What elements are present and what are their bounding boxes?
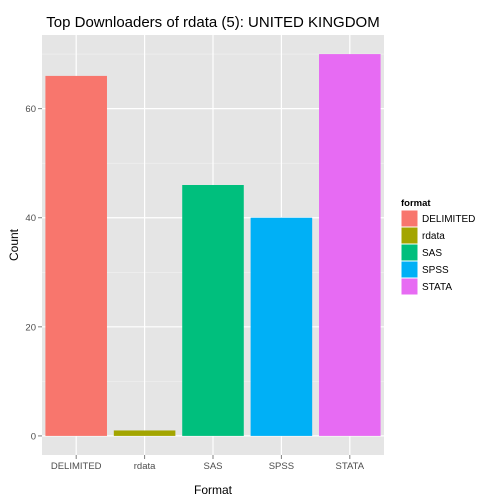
y-axis-title: Count xyxy=(7,228,21,261)
legend-key-sas xyxy=(400,243,419,262)
bars xyxy=(45,54,381,436)
legend-key-rdata xyxy=(400,226,419,245)
legend-label-delimited: DELIMITED xyxy=(422,214,475,225)
bar-spss xyxy=(250,217,313,436)
bar-rdata xyxy=(113,430,176,436)
legend-label-rdata: rdata xyxy=(422,231,445,242)
legend: format DELIMITED rdata SAS SPSS STATA xyxy=(400,198,475,296)
x-tick-label: rdata xyxy=(134,461,156,472)
x-tick-label: DELIMITED xyxy=(51,461,102,472)
y-tick-label: 20 xyxy=(25,322,36,333)
legend-label-stata: STATA xyxy=(422,282,452,293)
bar-delimited xyxy=(45,75,107,436)
legend-label-spss: SPSS xyxy=(422,265,449,276)
legend-key-delimited xyxy=(400,209,419,228)
axis-ticks: 0 20 40 60 DELIMITED rdata SAS SPSS STATA xyxy=(25,104,364,472)
x-axis-title: Format xyxy=(194,483,233,497)
y-tick-label: 0 xyxy=(31,431,36,442)
bar-stata xyxy=(319,54,381,436)
x-tick-label: SAS xyxy=(203,461,222,472)
y-tick-label: 40 xyxy=(25,213,36,224)
legend-key-stata xyxy=(400,277,419,296)
bar-sas xyxy=(182,185,244,436)
legend-key-spss xyxy=(400,260,419,279)
legend-title: format xyxy=(401,198,431,209)
y-tick-label: 60 xyxy=(25,104,36,115)
x-tick-label: SPSS xyxy=(269,461,294,472)
x-tick-label: STATA xyxy=(336,461,365,472)
chart-title: Top Downloaders of rdata (5): UNITED KIN… xyxy=(46,14,379,31)
legend-label-sas: SAS xyxy=(422,248,442,259)
